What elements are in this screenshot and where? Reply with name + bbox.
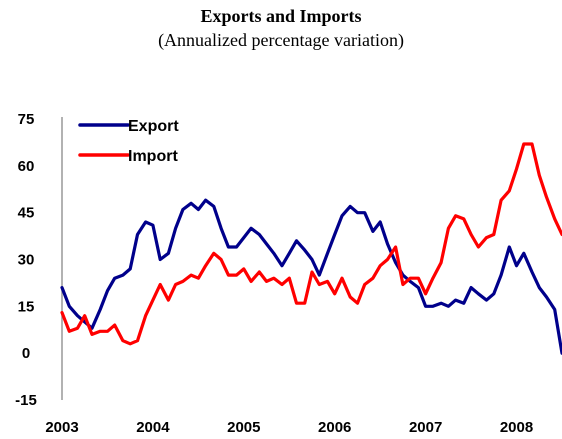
y-tick-label: 0: [22, 345, 30, 362]
x-tick-label: 2004: [136, 419, 170, 436]
y-tick-label: -15: [15, 392, 37, 409]
chart-subtitle: (Annualized percentage variation): [158, 30, 404, 50]
chart-title: Exports and Imports: [200, 6, 362, 26]
x-tick-label: 2008: [500, 419, 533, 436]
y-tick-label: 45: [18, 205, 35, 222]
x-tick-label: 2003: [45, 419, 78, 436]
legend-label-import: Import: [128, 148, 178, 165]
y-tick-label: 30: [18, 252, 35, 269]
legend-label-export: Export: [128, 118, 179, 135]
y-tick-label: 75: [18, 111, 35, 128]
y-tick-label: 60: [18, 158, 35, 175]
x-tick-label: 2007: [409, 419, 442, 436]
x-tick-label: 2006: [318, 419, 351, 436]
x-tick-label: 2005: [227, 419, 260, 436]
y-tick-label: 15: [18, 298, 35, 315]
series-line-export: [60, 198, 562, 355]
series-line-import: [60, 142, 562, 346]
